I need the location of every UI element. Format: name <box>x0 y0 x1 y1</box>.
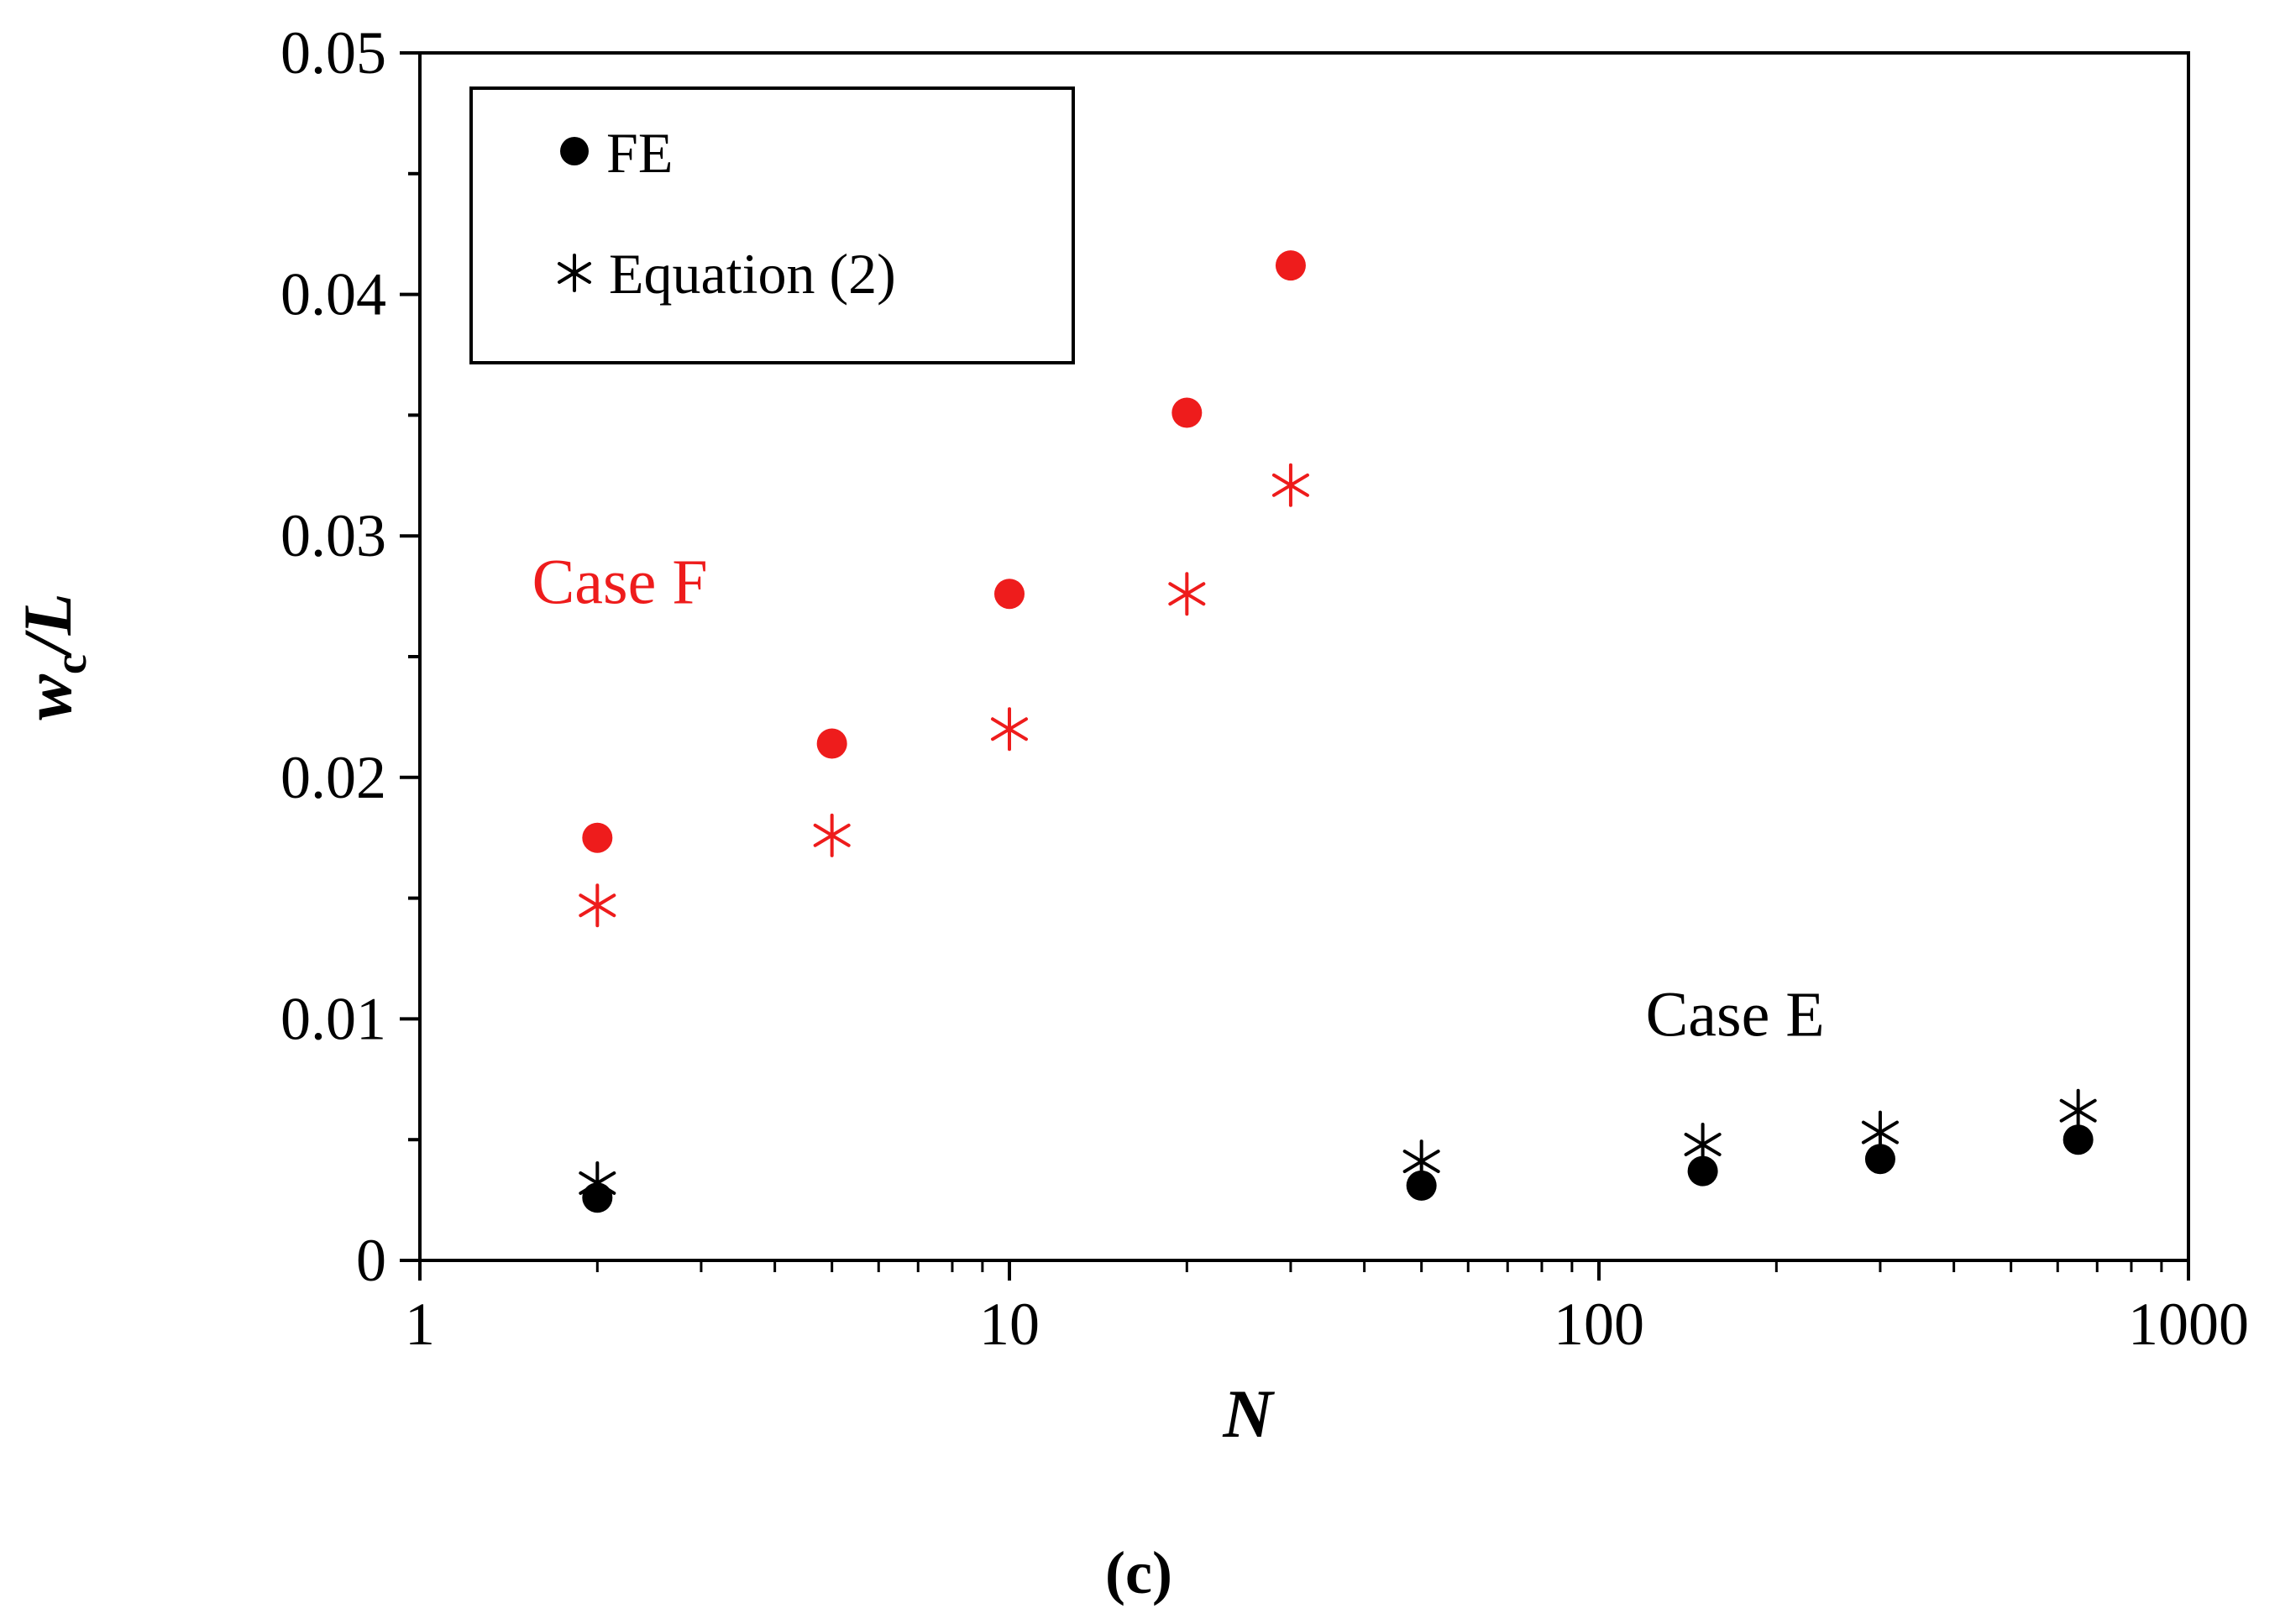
y-tick-label-0: 0 <box>356 1227 386 1294</box>
legend: FE Equation (2) <box>469 86 1075 364</box>
case-f-fe-point-2 <box>994 579 1025 610</box>
x-tick-label-0: 1 <box>405 1291 435 1358</box>
case-f-equation-point-0 <box>579 883 616 928</box>
case-f-equation-point-1 <box>813 813 851 857</box>
legend-fe-marker <box>560 137 589 165</box>
case-f-fe-point-0 <box>582 822 613 853</box>
case-e-fe-point-4 <box>2062 1124 2094 1155</box>
legend-equation-label: Equation (2) <box>609 242 896 306</box>
y-tick-label-3: 0.03 <box>280 502 386 569</box>
y-tick-label-4: 0.04 <box>280 261 386 328</box>
y-axis-label: wc/L <box>9 593 96 720</box>
case-f-equation-point-3 <box>1168 572 1206 616</box>
case-f-fe-point-1 <box>816 728 847 759</box>
case-e-annotation: Case E <box>1646 980 1825 1050</box>
x-tick-label-1: 10 <box>979 1291 1040 1358</box>
case-f-equation-point-4 <box>1271 463 1309 507</box>
case-e-equation-point-4 <box>2059 1088 2097 1133</box>
case-f-equation-point-2 <box>991 707 1028 752</box>
legend-equation-marker <box>558 254 591 292</box>
y-tick-label-2: 0.02 <box>280 744 386 811</box>
legend-box <box>469 86 1075 364</box>
case-f-fe-point-3 <box>1171 397 1203 428</box>
y-axis-label-main: w <box>9 674 86 720</box>
case-e-fe-point-0 <box>582 1182 613 1213</box>
y-axis-label-tail: /L <box>9 593 86 658</box>
plot-frame <box>418 51 2190 1262</box>
x-tick-label-2: 100 <box>1554 1291 1644 1358</box>
tick-layer: 0 0.01 0.02 0.03 0.04 0.05 1 10 100 1000 <box>280 19 2249 1358</box>
y-axis-label-sub: c <box>45 654 96 674</box>
x-axis-label: N <box>1222 1375 1275 1452</box>
y-tick-label-1: 0.01 <box>280 985 386 1052</box>
figure-caption: (c) <box>1105 1539 1172 1606</box>
marks-layer <box>579 250 2097 1213</box>
case-e-fe-point-2 <box>1687 1155 1718 1187</box>
case-e-fe-point-1 <box>1406 1170 1437 1201</box>
legend-fe-label: FE <box>606 121 673 185</box>
case-f-annotation: Case F <box>532 547 708 618</box>
case-e-fe-point-3 <box>1864 1144 1895 1175</box>
x-tick-label-3: 1000 <box>2128 1291 2249 1358</box>
y-tick-label-5: 0.05 <box>280 19 386 86</box>
case-f-fe-point-4 <box>1275 250 1306 281</box>
